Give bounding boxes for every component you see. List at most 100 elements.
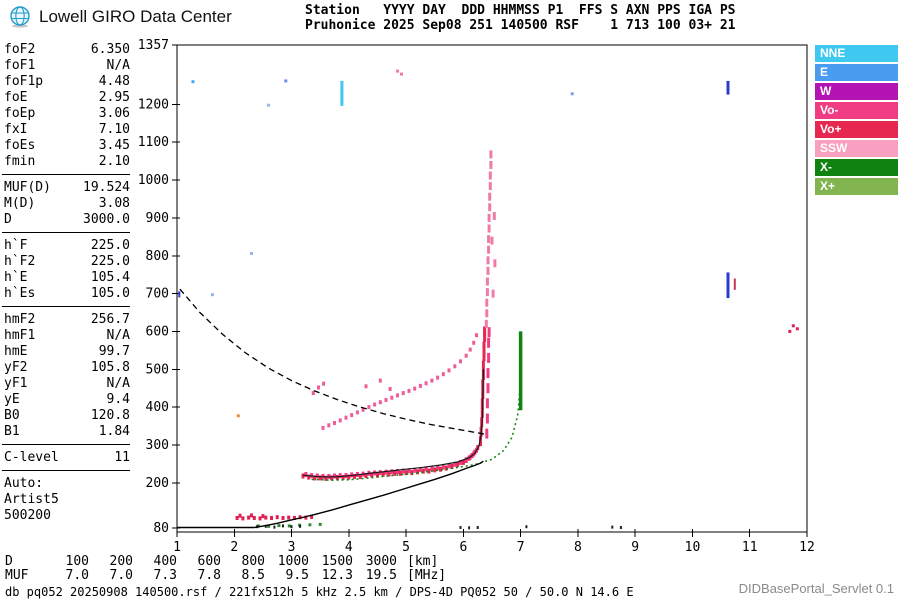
echo-point-o-trace-horizontal-vo-plus (404, 470, 408, 476)
param-row: D 3000.0 (2, 212, 130, 228)
echo-point-o-trace-cusp-echoes-2 (485, 413, 489, 424)
echo-point-baseline-specks (619, 526, 622, 529)
echo-point-o-trace-horizontal-vo-minus (424, 466, 428, 472)
param-separator (2, 470, 130, 471)
echo-point-oblique-spread-echoes (453, 364, 457, 369)
echo-point-oblique-spread-echoes (388, 387, 392, 391)
param-row: hmE 99.7 (2, 344, 130, 360)
auto-value: Artist5 (4, 492, 59, 507)
echo-point-es-trace-echoes (287, 515, 291, 520)
echo-point-second-hop-echoes (485, 298, 489, 307)
echo-point-second-hop-echoes (492, 212, 496, 220)
x-tick-label: 6 (459, 540, 467, 555)
row-value: 3000 (365, 554, 397, 569)
echo-point-oblique-spread-echoes (447, 368, 451, 373)
echo-point-oblique-spread-echoes (378, 378, 382, 383)
station-header-line1: Station YYYY DAY DDD HHMMSS P1 FFS S AXN… (305, 3, 736, 18)
echo-point-o-trace-horizontal-vo-plus (376, 472, 379, 478)
echo-point-oblique-spread-echoes (311, 391, 315, 396)
param-row: B0 120.8 (2, 408, 130, 424)
echo-point-oblique-spread-echoes (464, 353, 468, 358)
echo-point-o-trace-horizontal-vo-plus (427, 468, 431, 474)
row-value: 1500 (321, 554, 353, 569)
y-tick-label: 80 (153, 521, 169, 536)
echo-point-baseline-specks (525, 525, 528, 529)
x-tick-label: 11 (742, 540, 758, 555)
param-value: N/A (106, 376, 130, 391)
echo-point-baseline-specks (273, 525, 276, 529)
param-label: C-level (4, 450, 59, 465)
servlet-version: DIDBasePortal_Servlet 0.1 (738, 581, 894, 596)
echo-point-baseline-specks (459, 526, 462, 529)
row-value: 600 (197, 554, 221, 569)
echo-point-oblique-spread-echoes (436, 375, 440, 380)
row-value: 9.5 (285, 568, 309, 583)
echo-point-o-trace-horizontal-vo-plus (393, 470, 397, 476)
echo-point-second-hop-echoes (488, 203, 492, 212)
echo-point-o-trace-cusp-echoes (482, 341, 486, 352)
param-label: h`E (4, 270, 28, 285)
param-separator (2, 444, 130, 445)
echo-point-oblique-spread-echoes (364, 384, 368, 389)
echo-point-o-trace-horizontal-vo-minus (401, 468, 405, 474)
echo-point-oblique-spread-echoes (418, 383, 422, 388)
x-tick-label: 4 (345, 540, 353, 555)
echo-point-o-trace-horizontal-vo-plus (439, 466, 442, 472)
echo-point-second-hop-echoes (484, 319, 488, 328)
series-true-height-profile (254, 460, 484, 529)
echo-point-oblique-spread-echoes (413, 386, 417, 391)
echo-point-noise-specks (267, 103, 271, 107)
echo-point-o-trace-horizontal-vo-minus (390, 469, 394, 475)
echo-point-second-hop-echoes (487, 224, 491, 233)
echo-point-es-trace-echoes (292, 516, 296, 520)
param-value: 225.0 (90, 254, 130, 269)
echo-point-second-hop-echoes (488, 192, 492, 201)
echo-point-o-trace-horizontal-vo-minus (464, 457, 468, 463)
echo-point-o-trace-cusp-echoes-2 (485, 398, 489, 409)
echo-point-o-trace-horizontal-vo-plus (330, 475, 334, 481)
echo-point-o-trace-horizontal-vo-minus (384, 469, 388, 475)
row-value: 200 (109, 554, 133, 569)
echo-point-o-trace-horizontal-vo-plus (461, 459, 465, 465)
param-value: 256.7 (90, 312, 130, 327)
param-row: h`F2 225.0 (2, 254, 130, 270)
echo-point-x-mode-e-echoes (318, 522, 322, 526)
y-tick-label: 500 (146, 362, 169, 377)
echo-point-baseline-specks (299, 524, 302, 528)
x-tick-label: 2 (230, 540, 238, 555)
echo-point-o-trace-horizontal-vo-plus (341, 475, 345, 480)
echo-point-oblique-spread-echoes (317, 385, 320, 390)
echo-point-second-hop-echoes (490, 236, 494, 245)
echo-point-o-trace-horizontal-vo-plus (324, 475, 328, 481)
echo-point-baseline-specks (282, 524, 284, 528)
row-value: 7.0 (65, 568, 89, 583)
param-label: B0 (4, 408, 20, 423)
echo-point-o-trace-horizontal-vo-minus (447, 463, 451, 469)
row-value: 1000 (277, 554, 309, 569)
auto-label: Auto: (4, 476, 44, 491)
echo-point-o-trace-horizontal-vo-plus (398, 470, 402, 476)
series-transmission-curve (179, 288, 487, 436)
param-label: fmin (4, 154, 36, 169)
echo-point-oblique-spread-echoes (407, 388, 411, 393)
echo-point-oblique-spread-echoes (322, 381, 326, 386)
param-row: foF1p 4.48 (2, 74, 130, 90)
param-label: h`F (4, 238, 28, 253)
param-value: 4.48 (98, 74, 130, 89)
row-value: 7.0 (109, 568, 133, 583)
echo-point-oblique-spread-echoes (390, 395, 394, 400)
param-label: hmF2 (4, 312, 36, 327)
echo-point-oblique-spread-echoes (424, 381, 428, 386)
echo-point-es-trace-echoes (235, 516, 239, 520)
param-row: foE 2.95 (2, 90, 130, 106)
measurement-info: db pq052 20250908 140500.rsf / 221fx512h… (5, 585, 634, 599)
echo-point-baseline-specks (611, 525, 614, 529)
echo-point-o-trace-horizontal-vo-plus (387, 471, 391, 477)
y-tick-label: 1357 (138, 39, 169, 53)
echo-point-o-trace-horizontal-vo-minus (396, 469, 399, 474)
echo-point-o-trace-cusp-echoes-2 (487, 327, 491, 338)
y-tick-label: 1000 (138, 173, 169, 188)
param-row: hmF2 256.7 (2, 312, 130, 328)
echo-point-es-trace-echoes (258, 516, 262, 521)
